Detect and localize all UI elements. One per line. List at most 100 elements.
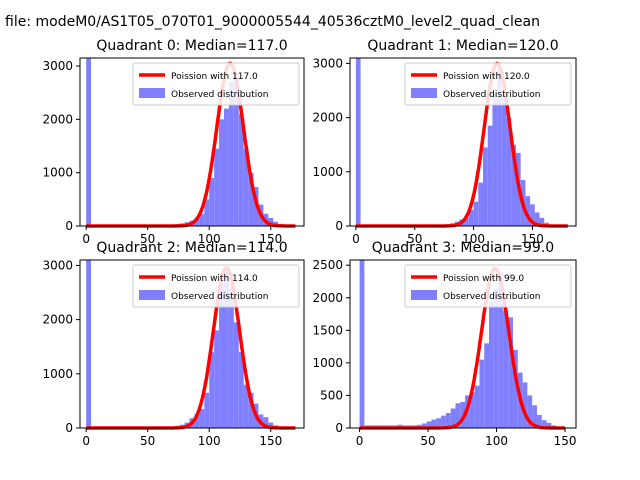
x-tick-label: 50 <box>140 434 155 448</box>
histogram-bar <box>474 385 480 428</box>
histogram-bar <box>233 322 239 428</box>
histogram-bar <box>530 204 535 226</box>
histogram-bar <box>431 419 437 428</box>
histogram-bar <box>546 422 552 428</box>
histogram-bar <box>492 93 498 227</box>
histogram-bar <box>541 420 547 428</box>
histogram-bar <box>238 352 244 428</box>
histogram-bar <box>214 330 220 428</box>
histogram-bar <box>493 288 499 428</box>
subplot-title: Quadrant 3: Median=99.0 <box>372 240 554 256</box>
histogram-bar <box>243 384 249 428</box>
histogram-bar <box>199 213 205 226</box>
y-tick-label: 2500 <box>312 258 343 272</box>
histogram-bar <box>263 417 269 428</box>
histogram-bar <box>233 76 239 227</box>
x-tick-label: 100 <box>485 434 508 448</box>
subplot-title: Quadrant 2: Median=114.0 <box>96 240 287 256</box>
histogram-bar <box>219 281 224 428</box>
histogram-bar <box>224 270 229 428</box>
y-tick-label: 500 <box>320 388 343 402</box>
subplot-quadrant-2: 0 50 100 150 0 1000 2000 3000 Quadrant 2: Median… <box>42 240 305 448</box>
histogram-bar <box>473 201 479 226</box>
histogram-bar <box>436 418 442 428</box>
histogram-bar <box>248 172 254 226</box>
legend-box <box>132 264 300 308</box>
histogram-bar <box>426 421 432 428</box>
histogram-bar <box>204 199 210 226</box>
legend-label-poisson: Poission with 99.0 <box>443 274 524 284</box>
histogram-bar <box>468 209 474 226</box>
y-tick-label: 1500 <box>312 323 343 337</box>
x-tick-label: 100 <box>198 434 221 448</box>
histogram-bar <box>508 317 513 428</box>
histogram-bar <box>497 68 502 226</box>
histogram-bar <box>214 148 220 226</box>
y-tick-label: 3000 <box>42 258 73 272</box>
y-tick-label: 2000 <box>42 313 73 327</box>
histogram-bar <box>238 114 244 226</box>
x-tick-label: 150 <box>521 232 544 246</box>
legend-label-observed: Observed distribution <box>443 90 540 100</box>
y-tick-label: 2000 <box>312 111 343 125</box>
x-tick-label: 50 <box>407 232 422 246</box>
histogram-bar <box>209 178 215 226</box>
x-tick-label: 150 <box>554 434 577 448</box>
histogram-bar <box>489 301 494 428</box>
y-tick-label: 2000 <box>312 291 343 305</box>
subplot-quadrant-0: 0 50 100 150 0 1000 2000 3000 Quadrant 0: Median… <box>42 38 305 246</box>
histogram-bar <box>224 108 229 226</box>
legend-label-observed: Observed distribution <box>171 292 268 302</box>
x-tick-label: 0 <box>356 434 364 448</box>
histogram-bar <box>503 310 509 428</box>
histogram-bar <box>512 349 518 428</box>
histogram-bar <box>194 414 200 428</box>
histogram-bar <box>522 382 528 428</box>
histogram-bar <box>450 408 456 428</box>
x-tick-label: 150 <box>259 434 282 448</box>
y-tick-label: 0 <box>65 421 73 435</box>
figure-suptitle: a file: modeM0/AS1T05_070T01_9000005544_… <box>0 14 540 30</box>
legend-label-poisson: Poission with 117.0 <box>171 72 258 82</box>
x-tick-label: 50 <box>420 434 435 448</box>
axes-frame <box>349 259 577 429</box>
legend-box <box>132 62 300 106</box>
legend-patch-swatch <box>411 88 437 98</box>
histogram-bar <box>506 117 512 226</box>
histogram-bar <box>479 359 485 428</box>
histogram-bar <box>86 260 92 428</box>
histogram-bar <box>469 392 475 428</box>
histogram-bar <box>511 144 516 226</box>
histogram-bar <box>209 352 215 428</box>
y-tick-label: 1000 <box>42 367 73 381</box>
histogram-bar <box>536 414 542 428</box>
histogram-bar <box>501 93 507 227</box>
axes-frame <box>79 57 305 227</box>
histogram-bar <box>460 401 466 428</box>
histogram-bar <box>268 218 274 226</box>
legend-patch-swatch <box>139 290 165 300</box>
y-tick-label: 0 <box>335 421 343 435</box>
subplot-quadrant-1: 0 50 100 150 0 1000 2000 3000 Quadrant 1: Median… <box>312 38 577 246</box>
histogram-bar <box>243 148 249 226</box>
x-tick-label: 0 <box>352 232 360 246</box>
y-tick-label: 0 <box>65 219 73 233</box>
y-tick-label: 1000 <box>312 165 343 179</box>
legend-label-observed: Observed distribution <box>443 292 540 302</box>
histogram-bar <box>455 403 461 428</box>
histogram-bar <box>194 218 200 226</box>
legend-patch-swatch <box>411 290 437 300</box>
legend-box <box>404 264 572 308</box>
histogram-bar <box>228 287 234 428</box>
y-tick-label: 3000 <box>42 59 73 73</box>
histogram-bar <box>204 392 210 428</box>
y-tick-label: 3000 <box>312 56 343 70</box>
histogram-bar <box>539 217 545 226</box>
y-tick-label: 1000 <box>312 356 343 370</box>
subplot-title: Quadrant 0: Median=117.0 <box>96 38 287 54</box>
histogram-bar <box>355 58 361 226</box>
histogram-bar <box>268 422 274 428</box>
axes-frame <box>79 259 305 429</box>
